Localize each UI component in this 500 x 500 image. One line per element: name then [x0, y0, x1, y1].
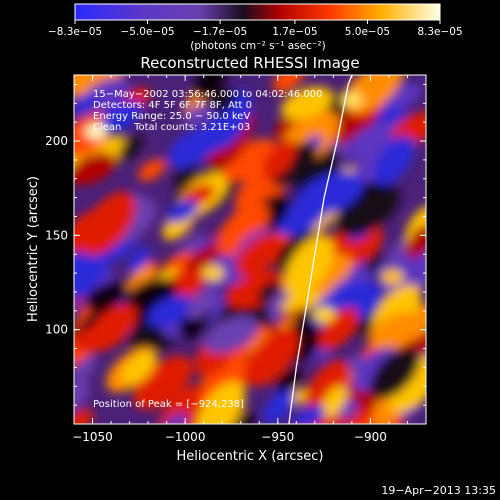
- heat-blob: [133, 355, 193, 410]
- heat-blob: [263, 389, 295, 424]
- heat-blob: [387, 240, 413, 265]
- heat-blob: [118, 135, 143, 161]
- heat-blob: [87, 303, 137, 352]
- heat-blob: [101, 100, 143, 132]
- colorbar-tick: −1.7e−05: [193, 20, 247, 38]
- colorbar-unit-label: (photons cm⁻² s⁻¹ asec⁻²): [190, 40, 325, 52]
- y-tick-label: 100: [45, 323, 68, 337]
- heat-blob: [74, 92, 97, 116]
- y-tick-label: 150: [45, 228, 68, 242]
- heat-blob: [388, 82, 422, 109]
- colorbar-tick-label: 8.3e−05: [417, 26, 462, 38]
- heat-blob: [321, 385, 348, 419]
- heat-blob: [305, 359, 350, 412]
- heat-blob: [194, 75, 228, 99]
- colorbar-tick-label: −1.7e−05: [193, 26, 247, 38]
- heat-blob: [74, 408, 94, 424]
- colorbar: −8.3e−05 −5.0e−05 −1.7e−05 1.7e−05 5.0e−05 8.…: [48, 3, 463, 52]
- x-tick-label: −900: [354, 430, 387, 444]
- colorbar-ticks: −8.3e−05 −5.0e−05 −1.7e−05 1.7e−05 5.0e−05 8.…: [48, 20, 463, 38]
- annotation-energy-range: Energy Range: 25.0 − 50.0 keV: [93, 111, 250, 122]
- heat-blob: [173, 165, 198, 187]
- heat-blob: [199, 347, 248, 407]
- colorbar-tick: −5.0e−05: [120, 20, 175, 38]
- heat-blob: [235, 233, 283, 276]
- x-tick-label: −1000: [165, 430, 206, 444]
- heat-blob: [365, 251, 383, 274]
- chart-title: Reconstructed RHESSI Image: [140, 54, 359, 72]
- axis-ticks: −1050 −1000 −950 −900 100 150 200: [45, 75, 426, 444]
- y-tick-label: 200: [45, 134, 68, 148]
- plot-frame: [73, 74, 427, 425]
- colorbar-tick-label: 5.0e−05: [345, 26, 390, 38]
- heat-blob: [272, 75, 306, 93]
- heat-blob: [293, 405, 326, 424]
- y-axis-label: Heliocentric Y (arcsec): [26, 176, 41, 322]
- plot-area: −1050 −1000 −950 −900 100 150 200 15−May−2002 …: [45, 74, 427, 444]
- colorbar-tick: 8.3e−05: [417, 20, 463, 38]
- heat-blob: [182, 104, 215, 126]
- heat-blob: [167, 126, 221, 168]
- heat-blob: [186, 287, 216, 319]
- colorbar-tick-label: −5.0e−05: [120, 26, 174, 38]
- annotation-detectors: Detectors: 4F 5F 6F 7F 8F, Att 0: [93, 100, 252, 111]
- annotation-peak-position: Position of Peak = [−924,238]: [93, 399, 244, 410]
- heat-blob: [257, 280, 281, 302]
- heat-blob: [318, 307, 359, 350]
- heat-blob: [84, 281, 128, 311]
- solar-limb-curve: [288, 75, 353, 424]
- heat-blob: [74, 152, 116, 186]
- heat-blob: [388, 355, 426, 413]
- heat-blob: [147, 295, 194, 327]
- footer-date: 19−Apr−2013 13:35: [381, 484, 496, 497]
- heat-blob: [189, 254, 213, 270]
- heat-blob: [373, 135, 415, 186]
- heat-blob: [245, 327, 299, 387]
- heat-blob: [335, 183, 400, 237]
- heat-blob: [166, 199, 199, 223]
- x-axis-label: Heliocentric X (arcsec): [177, 449, 324, 464]
- heat-hotspot: [85, 123, 108, 140]
- colorbar-tick-label: 1.7e−05: [272, 26, 317, 38]
- heat-blob: [296, 172, 364, 216]
- colorbar-gradient: [74, 3, 441, 21]
- x-tick-label: −950: [261, 430, 294, 444]
- heat-blob: [128, 247, 151, 273]
- heat-blob: [80, 191, 136, 256]
- heat-hotspot: [313, 306, 336, 323]
- heat-blob: [164, 413, 188, 424]
- heat-blob: [217, 202, 269, 257]
- heat-hotspot: [201, 265, 224, 282]
- annotation-clean-counts: Clean Total counts: 3.21E+03: [93, 122, 250, 133]
- heat-blob: [281, 295, 306, 312]
- heat-blob: [269, 142, 318, 186]
- heat-blob: [280, 86, 333, 120]
- colorbar-tick: −8.3e−05: [48, 20, 102, 38]
- annotation-time-range: 15−May−2002 03:56:46.000 to 04:02:46.000: [93, 89, 323, 100]
- colorbar-tick: 1.7e−05: [272, 20, 318, 38]
- heat-blob: [368, 311, 425, 350]
- x-tick-label: −1050: [72, 430, 113, 444]
- heat-blob: [230, 412, 256, 424]
- colorbar-tick: 5.0e−05: [345, 20, 390, 38]
- heat-blob: [196, 381, 246, 424]
- heat-hotspot: [381, 268, 404, 285]
- colorbar-tick-label: −8.3e−05: [48, 26, 102, 38]
- heat-blob: [283, 234, 334, 298]
- heat-blob: [74, 356, 96, 381]
- heat-blob: [370, 347, 421, 400]
- heat-blob: [203, 316, 260, 354]
- heat-blob: [405, 224, 426, 259]
- heat-blob: [137, 158, 167, 182]
- heat-blob: [121, 351, 157, 384]
- heat-blob: [222, 138, 278, 182]
- heat-blob: [262, 139, 296, 179]
